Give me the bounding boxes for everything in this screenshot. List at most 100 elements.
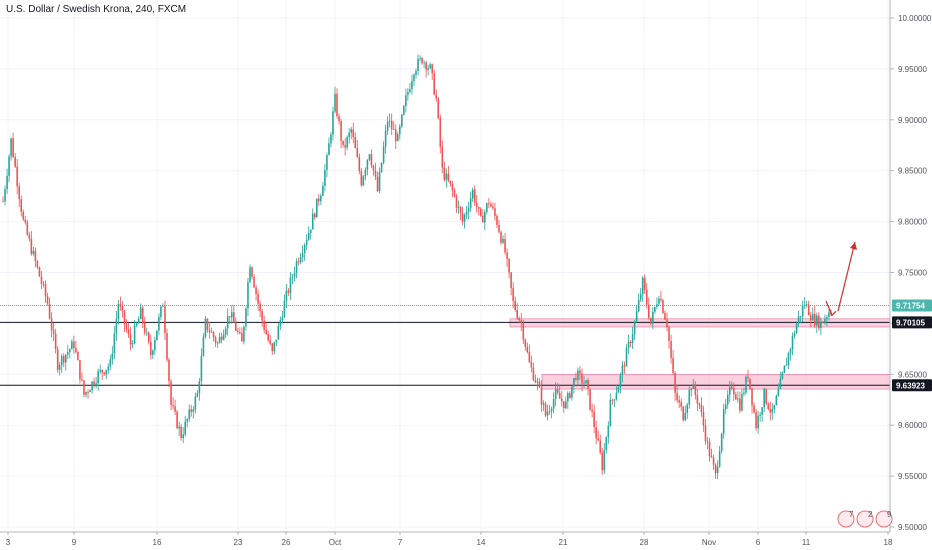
level-price-tag	[892, 379, 932, 392]
candle-body	[795, 323, 798, 334]
candle-body	[660, 298, 662, 301]
candle-body	[650, 317, 652, 324]
candle-body	[484, 211, 486, 223]
candle-body	[95, 383, 97, 385]
candle-body	[421, 58, 423, 64]
candle-body	[40, 276, 43, 284]
candle-body	[411, 81, 413, 90]
candle-body	[530, 362, 533, 368]
candle-body	[125, 324, 128, 330]
candle-body	[200, 355, 203, 382]
candle-body	[350, 129, 353, 133]
candle-body	[384, 130, 387, 147]
arrow-head-icon	[850, 241, 857, 250]
candle-body	[805, 304, 808, 306]
candle-body	[358, 157, 361, 172]
candle-body	[801, 305, 804, 317]
candle-body	[745, 376, 747, 393]
candle-body	[368, 154, 371, 160]
price-tick-label: 10.00000	[898, 14, 932, 23]
candle-body	[490, 203, 492, 207]
candle-body	[388, 120, 391, 122]
candle-body	[172, 404, 174, 407]
candle-body	[708, 441, 711, 457]
candle-body	[536, 381, 539, 383]
candle-body	[111, 353, 114, 360]
candle-body	[564, 401, 567, 409]
candle-body	[552, 399, 555, 409]
candle-body	[449, 180, 452, 184]
support-zone	[541, 373, 891, 390]
candle-body	[24, 219, 27, 223]
candle-body	[376, 176, 379, 192]
candle-body	[409, 89, 411, 93]
candle-body	[251, 267, 253, 277]
candle-body	[10, 138, 12, 157]
level-price-tag	[892, 316, 932, 329]
candle-body	[516, 309, 519, 319]
candle-body	[149, 341, 152, 355]
candle-body	[668, 327, 670, 342]
candle-body	[597, 438, 599, 441]
idea-badge-icon[interactable]	[837, 510, 855, 528]
candle-body	[60, 356, 63, 366]
candle-body	[28, 234, 31, 239]
candle-body	[720, 433, 723, 452]
candle-body	[174, 406, 176, 412]
candle-body	[676, 392, 678, 401]
candle-body	[16, 166, 18, 187]
candle-body	[666, 319, 668, 328]
candle-body	[374, 170, 377, 177]
candle-body	[777, 388, 780, 396]
candle-body	[313, 213, 316, 218]
current-price-tag	[892, 299, 932, 312]
candle-body	[281, 317, 284, 321]
candle-body	[249, 267, 251, 283]
candle-body	[607, 426, 610, 438]
candle-body	[704, 425, 707, 442]
candle-body	[121, 306, 124, 311]
candle-body	[83, 380, 85, 395]
candle-body	[787, 352, 790, 365]
candle-body	[514, 300, 516, 310]
candle-body	[202, 336, 205, 356]
candle-body	[277, 325, 280, 340]
candle-body	[599, 440, 602, 453]
candle-body	[348, 132, 350, 137]
candle-body	[196, 393, 199, 397]
time-tick-label: 14	[477, 538, 486, 547]
candle-body	[494, 208, 496, 216]
candle-body	[299, 257, 302, 263]
candle-body	[386, 121, 389, 131]
candle-body	[528, 352, 531, 363]
candle-body	[380, 162, 383, 172]
idea-badge-icon[interactable]	[856, 510, 874, 528]
candle-body	[429, 64, 431, 69]
candle-body	[206, 318, 209, 330]
level-price-tag-label: 9.70105	[896, 318, 925, 327]
candle-body	[42, 283, 45, 285]
candle-body	[204, 318, 207, 337]
candle-body	[75, 347, 77, 352]
candle-body	[184, 421, 187, 435]
candle-body	[394, 129, 397, 142]
candle-body	[87, 391, 89, 393]
candle-body	[378, 171, 381, 192]
candle-body	[311, 213, 314, 230]
idea-badge-icon[interactable]	[875, 510, 893, 528]
candle-body	[307, 233, 310, 241]
candle-body	[245, 308, 247, 327]
candle-body	[427, 68, 429, 70]
candle-body	[486, 203, 488, 212]
candle-body	[627, 341, 630, 349]
candle-body	[425, 62, 427, 70]
candle-body	[803, 304, 806, 306]
candle-body	[269, 340, 272, 344]
candle-body	[413, 74, 415, 82]
candle-body	[26, 222, 29, 235]
candle-body	[324, 169, 326, 186]
candle-body	[569, 393, 571, 398]
candle-body	[208, 329, 211, 333]
